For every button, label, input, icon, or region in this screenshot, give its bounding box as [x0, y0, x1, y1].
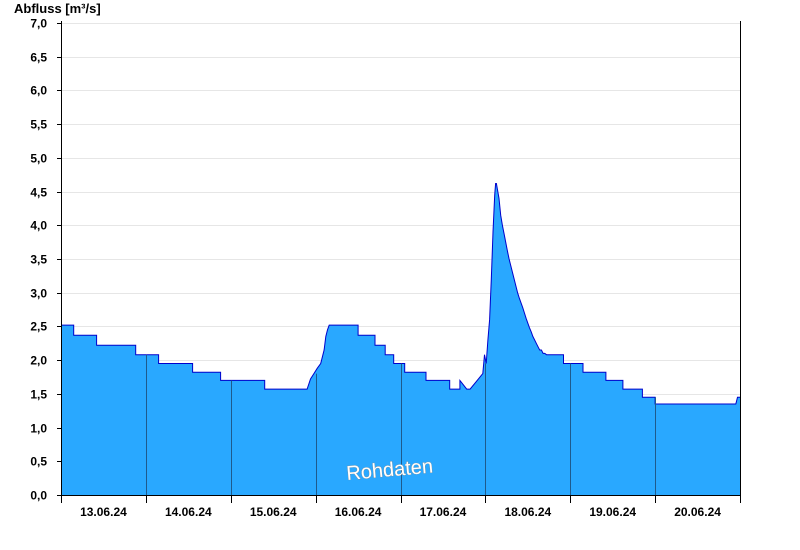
y-tick-label: 5,5 — [30, 118, 47, 132]
series-line — [61, 183, 740, 405]
y-axis-ticks: 0,0 0,5 1,0 1,5 2,0 2,5 3,0 3,5 4,0 4,5 5,0 5,5 6,0 6… — [30, 17, 61, 503]
y-tick-label: 5,0 — [30, 152, 47, 166]
y-tick-label: 1,5 — [30, 388, 47, 402]
x-tick-label: 20.06.24 — [674, 505, 721, 519]
y-tick-label: 1,0 — [30, 422, 47, 436]
y-tick-label: 2,5 — [30, 320, 47, 334]
y-tick-label: 6,5 — [30, 51, 47, 65]
y-axis-label: Abfluss [m³/s] — [14, 1, 101, 16]
y-tick-label: 3,0 — [30, 287, 47, 301]
y-tick-label: 0,5 — [30, 455, 47, 469]
x-tick-label: 15.06.24 — [250, 505, 297, 519]
y-tick-label: 0,0 — [30, 489, 47, 503]
x-tick-label: 14.06.24 — [165, 505, 212, 519]
y-tick-label: 7,0 — [30, 17, 47, 31]
axes — [61, 21, 741, 496]
day-separator-lines — [146, 354, 656, 495]
x-tick-label: 16.06.24 — [335, 505, 382, 519]
y-tick-label: 4,0 — [30, 219, 47, 233]
x-tick-label: 13.06.24 — [80, 505, 127, 519]
y-tick-label: 4,5 — [30, 186, 47, 200]
grid-lines — [61, 23, 740, 462]
x-tick-label: 18.06.24 — [504, 505, 551, 519]
series-area — [61, 183, 740, 495]
plot-area — [61, 183, 740, 495]
x-tick-label: 17.06.24 — [420, 505, 467, 519]
y-tick-label: 2,0 — [30, 354, 47, 368]
x-tick-label: 19.06.24 — [589, 505, 636, 519]
x-axis-ticks: 13.06.24 14.06.24 15.06.24 16.06.24 17.06.24… — [61, 495, 741, 519]
y-tick-label: 6,0 — [30, 84, 47, 98]
y-tick-label: 3,5 — [30, 253, 47, 267]
